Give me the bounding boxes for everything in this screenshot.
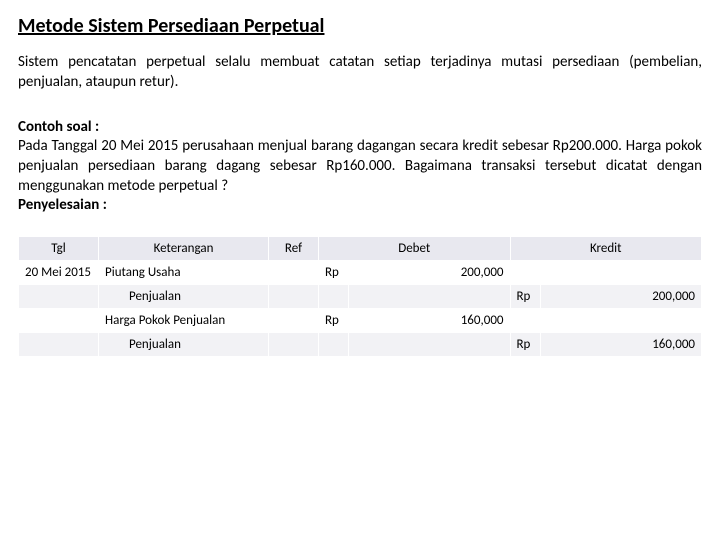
- cell-date: 20 Mei 2015: [19, 261, 99, 285]
- cell-date: [19, 333, 99, 357]
- col-ref: Ref: [269, 237, 319, 261]
- cell-debet-cur: Rp: [319, 261, 349, 285]
- table-row: Penjualan Rp 160,000: [19, 333, 702, 357]
- cell-keterangan: Penjualan: [99, 285, 269, 309]
- cell-keterangan: Harga Pokok Penjualan: [99, 309, 269, 333]
- cell-kredit: 160,000: [540, 333, 702, 357]
- cell-kredit: [540, 309, 702, 333]
- table-row: Harga Pokok Penjualan Rp 160,000: [19, 309, 702, 333]
- table-row: 20 Mei 2015 Piutang Usaha Rp 200,000: [19, 261, 702, 285]
- col-keterangan: Keterangan: [99, 237, 269, 261]
- cell-debet: 160,000: [349, 309, 511, 333]
- cell-ref: [269, 285, 319, 309]
- cell-kredit-cur: [510, 261, 540, 285]
- cell-ref: [269, 261, 319, 285]
- col-kredit: Kredit: [510, 237, 702, 261]
- page-title: Metode Sistem Persediaan Perpetual: [18, 14, 702, 38]
- cell-kredit-cur: Rp: [510, 285, 540, 309]
- cell-date: [19, 309, 99, 333]
- cell-date: [19, 285, 99, 309]
- cell-kredit: [540, 261, 702, 285]
- cell-debet-cur: [319, 285, 349, 309]
- cell-keterangan: Piutang Usaha: [99, 261, 269, 285]
- example-section: Contoh soal : Pada Tanggal 20 Mei 2015 p…: [18, 117, 702, 215]
- table-row: Penjualan Rp 200,000: [19, 285, 702, 309]
- cell-ref: [269, 309, 319, 333]
- cell-debet: 200,000: [349, 261, 511, 285]
- cell-debet-cur: Rp: [319, 309, 349, 333]
- cell-kredit-cur: Rp: [510, 333, 540, 357]
- cell-debet: [349, 333, 511, 357]
- cell-kredit: 200,000: [540, 285, 702, 309]
- col-tgl: Tgl: [19, 237, 99, 261]
- table-header-row: Tgl Keterangan Ref Debet Kredit: [19, 237, 702, 261]
- col-debet: Debet: [319, 237, 511, 261]
- example-body: Pada Tanggal 20 Mei 2015 perusahaan menj…: [18, 136, 702, 197]
- table-body: 20 Mei 2015 Piutang Usaha Rp 200,000 Pen…: [19, 261, 702, 357]
- cell-ref: [269, 333, 319, 357]
- cell-debet-cur: [319, 333, 349, 357]
- journal-table: Tgl Keterangan Ref Debet Kredit 20 Mei 2…: [18, 236, 702, 357]
- solution-label: Penyelesaian :: [18, 196, 702, 214]
- cell-keterangan: Penjualan: [99, 333, 269, 357]
- cell-kredit-cur: [510, 309, 540, 333]
- cell-debet: [349, 285, 511, 309]
- example-label: Contoh soal :: [18, 118, 99, 136]
- intro-paragraph: Sistem pencatatan perpetual selalu membu…: [18, 52, 702, 93]
